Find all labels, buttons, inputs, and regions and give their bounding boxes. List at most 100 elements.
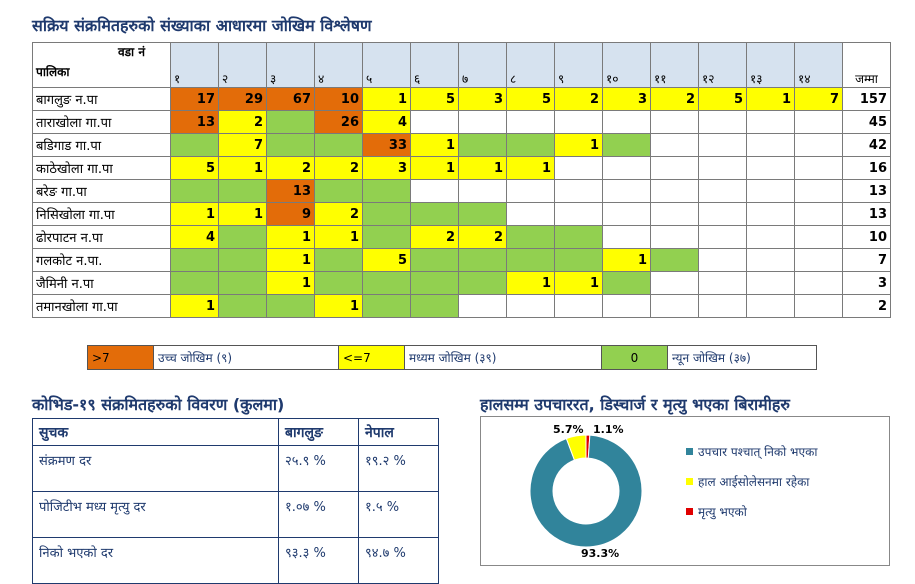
ward-cell xyxy=(314,133,363,157)
ward-cell: 1 xyxy=(458,156,507,180)
ward-cell xyxy=(170,248,219,272)
legend-swatch-isolation xyxy=(686,478,693,485)
medium-risk-swatch: <=7 xyxy=(338,345,405,370)
ward-cell xyxy=(170,179,219,203)
ward-cell xyxy=(218,271,267,295)
ward-cell xyxy=(458,248,507,272)
ward-cell xyxy=(698,179,747,203)
ward-cell xyxy=(266,133,315,157)
ward-cell xyxy=(314,271,363,295)
ward-cell: 2 xyxy=(314,202,363,226)
ward-cell xyxy=(698,202,747,226)
ward-cell xyxy=(410,202,459,226)
stats-header-baglung: बागलुङ xyxy=(278,418,359,446)
ward-cell xyxy=(362,202,411,226)
ward-cell xyxy=(794,294,843,318)
ward-cell: 33 xyxy=(362,133,411,157)
ward-cell xyxy=(698,225,747,249)
ward-cell xyxy=(554,294,603,318)
legend-label-isolation: हाल आईसोलेसनमा रहेका xyxy=(698,475,810,489)
slice-cured xyxy=(529,434,643,548)
palika-name: ताराखोला गा.पा xyxy=(32,110,171,134)
stats-nepal-value: १.५ % xyxy=(358,491,439,538)
ward-cell xyxy=(746,248,795,272)
ward-cell: 2 xyxy=(266,156,315,180)
legend-label-deaths: मृत्यु भएको xyxy=(698,505,747,519)
table-row: काठेखोला गा.पा 5 1 2 2 3 1 1 1 16 xyxy=(32,156,891,180)
stats-header-indicator: सुचक xyxy=(32,418,279,446)
table-row: तमानखोला गा.पा 1 1 2 xyxy=(32,294,891,318)
ward-cell: 1 xyxy=(314,225,363,249)
ward-cell xyxy=(554,248,603,272)
ward-cell xyxy=(746,271,795,295)
ward-cell xyxy=(458,202,507,226)
ward-cell: 5 xyxy=(170,156,219,180)
ward-header-1: १ xyxy=(170,42,219,88)
donut-legend: उपचार पश्चात् निको भएका हाल आईसोलेसनमा र… xyxy=(686,443,817,533)
ward-header-9: ९ xyxy=(554,42,603,88)
stats-nepal-value: ९४.७ % xyxy=(358,537,439,584)
ward-cell: 1 xyxy=(266,225,315,249)
table-row: ताराखोला गा.पा 13 2 26 4 45 xyxy=(32,110,891,134)
ward-cell xyxy=(218,225,267,249)
ward-cell: 3 xyxy=(362,156,411,180)
stats-baglung-value: ९३.३ % xyxy=(278,537,359,584)
ward-cell xyxy=(794,133,843,157)
ward-cell: 4 xyxy=(170,225,219,249)
ward-cell: 1 xyxy=(362,87,411,111)
ward-cell xyxy=(794,179,843,203)
legend-item-cured: उपचार पश्चात् निको भएका xyxy=(686,443,817,460)
ward-cell: 13 xyxy=(266,179,315,203)
ward-cell xyxy=(458,294,507,318)
table-row: ढोरपाटन न.पा 4 1 1 2 2 10 xyxy=(32,225,891,249)
ward-cell xyxy=(362,294,411,318)
ward-cell xyxy=(458,133,507,157)
ward-cell: 9 xyxy=(266,202,315,226)
ward-no-label: वडा नं xyxy=(117,45,145,59)
ward-cell: 2 xyxy=(314,156,363,180)
ward-cell xyxy=(218,294,267,318)
ward-cell: 3 xyxy=(602,87,651,111)
palika-name: ढोरपाटन न.पा xyxy=(32,225,171,249)
donut-chart-box: 93.3% 5.7% 1.1% उपचार पश्चात् निको भएका … xyxy=(480,416,890,566)
stats-row: पोजिटीभ मध्य मृत्यु दर १.०७ % १.५ % xyxy=(32,491,439,538)
table-row: बागलुङ न.पा 17 29 67 10 1 5 3 5 2 3 2 5 1 7 157 xyxy=(32,87,891,111)
ward-cell xyxy=(554,110,603,134)
stats-baglung-value: १.०७ % xyxy=(278,491,359,538)
ward-cell xyxy=(698,133,747,157)
ward-cell: 1 xyxy=(170,202,219,226)
ward-cell: 2 xyxy=(410,225,459,249)
table-row: निसिखोला गा.पा 1 1 9 2 13 xyxy=(32,202,891,226)
ward-cell xyxy=(602,294,651,318)
ward-header-3: ३ xyxy=(266,42,315,88)
ward-cell xyxy=(650,133,699,157)
row-total: 2 xyxy=(842,294,891,318)
legend-swatch-deaths xyxy=(686,508,693,515)
ward-cell: 4 xyxy=(362,110,411,134)
ward-cell xyxy=(746,133,795,157)
ward-cell xyxy=(650,156,699,180)
ward-cell: 1 xyxy=(218,156,267,180)
ward-cell: 1 xyxy=(314,294,363,318)
ward-cell xyxy=(266,294,315,318)
ward-cell xyxy=(602,133,651,157)
ward-cell xyxy=(218,248,267,272)
ward-cell: 1 xyxy=(170,294,219,318)
high-risk-swatch: >7 xyxy=(87,345,154,370)
ward-cell xyxy=(602,271,651,295)
ward-cell xyxy=(410,271,459,295)
low-risk-swatch: 0 xyxy=(601,345,668,370)
palika-name: निसिखोला गा.पा xyxy=(32,202,171,226)
ward-cell xyxy=(410,248,459,272)
ward-cell xyxy=(458,271,507,295)
ward-cell xyxy=(602,110,651,134)
ward-cell xyxy=(698,156,747,180)
palika-name: बडिगाड गा.पा xyxy=(32,133,171,157)
ward-cell xyxy=(794,271,843,295)
palika-label: पालिका xyxy=(36,65,70,79)
slice-label-deaths: 1.1% xyxy=(593,423,624,436)
ward-cell: 5 xyxy=(362,248,411,272)
legend-swatch-cured xyxy=(686,448,693,455)
ward-cell xyxy=(458,179,507,203)
ward-cell: 1 xyxy=(410,156,459,180)
